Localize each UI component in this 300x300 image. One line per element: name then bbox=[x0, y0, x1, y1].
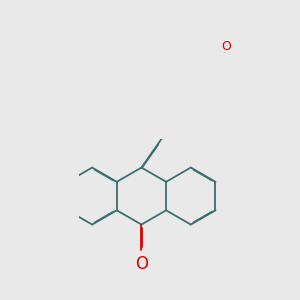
Text: O: O bbox=[135, 255, 148, 273]
Text: O: O bbox=[221, 40, 231, 53]
